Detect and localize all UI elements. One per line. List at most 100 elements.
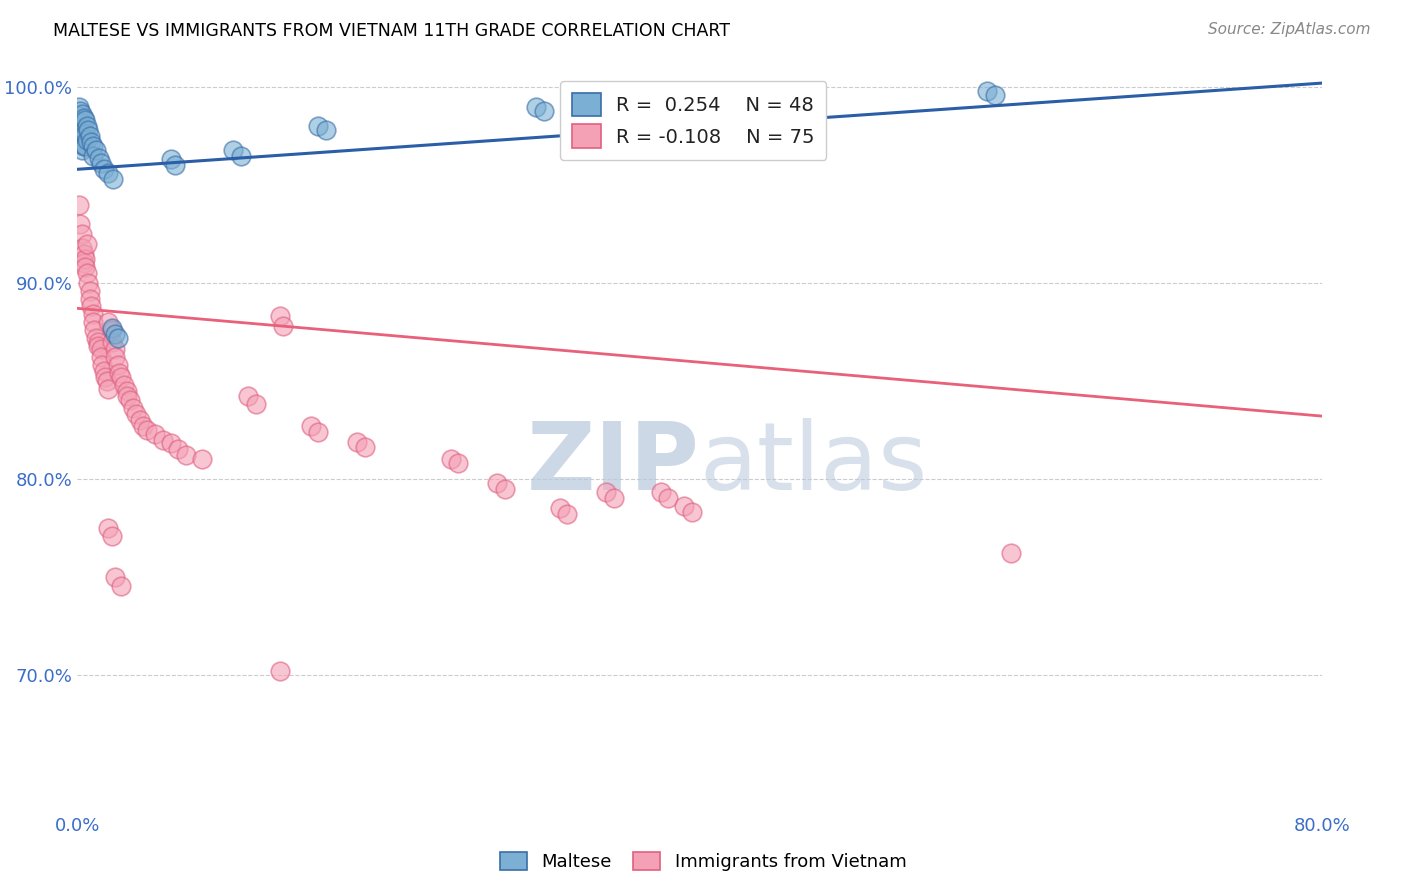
Point [440,452,463,467]
Point [104,570,127,584]
Point [524,100,547,114]
Point [76,236,98,251]
Point [97,521,120,535]
Point [191,452,214,467]
Point [152,433,174,447]
Point [69,115,91,129]
Point [269,309,291,323]
Point [86,334,108,349]
Point [307,425,329,439]
Point [75,252,97,267]
Point [115,389,138,403]
Point [548,501,571,516]
Point [69,136,91,151]
Point [72,123,94,137]
Text: ZIP: ZIP [527,417,700,509]
Point [104,326,127,341]
Point [72,112,94,126]
Point [104,343,127,357]
Point [603,491,626,506]
Point [70,121,93,136]
Point [222,143,245,157]
Point [82,315,104,329]
Text: MALTESE VS IMMIGRANTS FROM VIETNAM 11TH GRADE CORRELATION CHART: MALTESE VS IMMIGRANTS FROM VIETNAM 11TH … [53,22,731,40]
Point [97,382,120,396]
Point [72,246,94,260]
Point [165,158,187,172]
Point [100,321,122,335]
Point [174,448,197,462]
Point [82,148,104,162]
Point [128,413,150,427]
Point [77,276,100,290]
Point [131,418,153,433]
Point [90,156,112,170]
Point [1000,546,1022,560]
Point [110,579,132,593]
Point [167,442,190,457]
Point [79,292,101,306]
Point [70,133,93,147]
Point [76,133,98,147]
Point [94,370,117,384]
Point [91,358,114,372]
Point [797,95,820,110]
Point [67,128,90,143]
Point [80,299,103,313]
Point [136,423,159,437]
Point [115,384,138,398]
Point [86,338,108,352]
Point [299,418,322,433]
Point [110,370,132,384]
Point [104,351,127,365]
Point [555,507,578,521]
Point [97,315,120,329]
Point [76,119,98,133]
Point [75,260,97,275]
Text: atlas: atlas [700,417,928,509]
Point [657,491,679,506]
Point [76,266,98,280]
Point [67,110,90,124]
Point [77,123,100,137]
Point [67,119,90,133]
Point [307,119,329,133]
Point [245,397,267,411]
Legend: R =  0.254    N = 48, R = -0.108    N = 75: R = 0.254 N = 48, R = -0.108 N = 75 [560,81,827,160]
Point [90,351,112,365]
Point [75,138,97,153]
Point [82,307,104,321]
Point [650,485,672,500]
Point [533,103,555,118]
Point [354,441,377,455]
Point [610,97,633,112]
Point [159,436,181,450]
Point [315,123,337,137]
Point [122,401,145,416]
Point [125,407,148,421]
Point [672,499,695,513]
Point [650,102,672,116]
Point [984,87,1007,102]
Point [70,227,93,241]
Point [70,143,93,157]
Point [90,343,112,357]
Point [269,664,291,678]
Point [494,482,516,496]
Point [93,364,115,378]
Point [143,426,166,441]
Point [72,138,94,153]
Point [595,485,617,500]
Point [82,138,104,153]
Point [67,197,90,211]
Point [603,94,626,108]
Point [69,125,91,139]
Point [486,475,509,490]
Point [96,374,118,388]
Point [70,107,93,121]
Point [75,113,97,128]
Point [80,135,103,149]
Point [67,100,90,114]
Point [976,84,998,98]
Point [112,377,135,392]
